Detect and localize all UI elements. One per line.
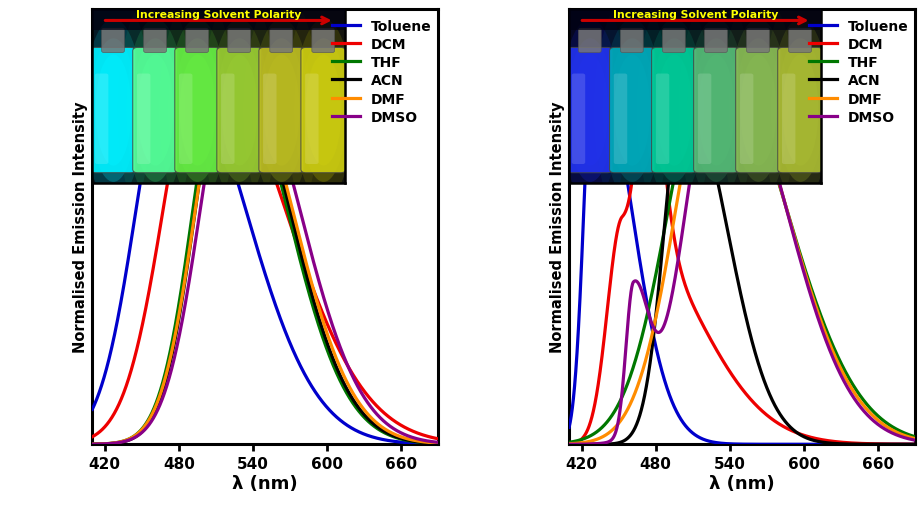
Y-axis label: Normalised Emission Intensity: Normalised Emission Intensity xyxy=(550,102,565,353)
Text: (B): (B) xyxy=(521,0,555,2)
Text: (A): (A) xyxy=(44,0,79,2)
X-axis label: λ (nm): λ (nm) xyxy=(710,474,775,492)
Y-axis label: Normalised Emission Intensity: Normalised Emission Intensity xyxy=(73,102,88,353)
X-axis label: λ (nm): λ (nm) xyxy=(232,474,298,492)
Legend: Toluene, DCM, THF, ACN, DMF, DMSO: Toluene, DCM, THF, ACN, DMF, DMSO xyxy=(329,17,434,127)
Legend: Toluene, DCM, THF, ACN, DMF, DMSO: Toluene, DCM, THF, ACN, DMF, DMSO xyxy=(806,17,911,127)
